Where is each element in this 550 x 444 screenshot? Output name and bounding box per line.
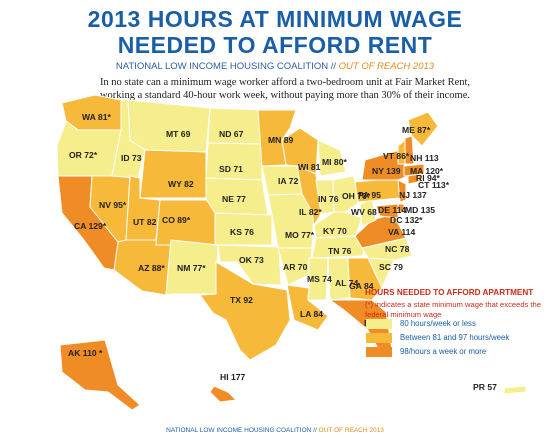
state-mt [127,99,211,153]
state-label-vt: VT 86* [383,151,410,161]
title-line-1: 2013 HOURS AT MINIMUM WAGE [87,6,463,32]
state-label-ca: CA 129* [74,221,107,231]
state-ny [361,149,409,181]
state-label-mt: MT 69 [166,129,191,139]
legend-item-tier2: Between 81 and 97 hours/week [366,333,510,344]
state-label-wv: WV 68 [351,207,377,217]
state-nm [165,239,219,296]
state-label-tn: TN 76 [328,246,352,256]
state-label-ga: GA 84 [349,281,374,291]
state-md [375,203,399,219]
footer: NATIONAL LOW INCOME HOUSING COALITION //… [0,427,550,434]
state-oh [332,175,363,213]
state-label-dc: DC 132* [390,215,423,225]
legend-note: (*) indicates a state minimum wage that … [365,300,542,319]
state-label-nc: NC 78 [385,244,410,254]
state-label-il: IL 82* [299,207,322,217]
state-label-ks: KS 76 [230,227,254,237]
state-tx [199,261,291,361]
state-label-or: OR 72* [69,150,98,160]
state-label-ma: MA 120* [410,166,444,176]
state-label-nv: NV 95* [99,200,127,210]
state-label-ia: IA 72 [278,176,298,186]
state-mi [317,139,347,177]
state-ga [347,257,383,301]
state-label-nh: NH 113 [410,153,439,163]
state-label-pa: PA 95 [358,190,381,200]
state-wy [139,149,207,199]
state-label-tx: TX 92 [230,295,253,305]
state-label-mo: MO 77* [285,230,315,240]
state-label-ct: CT 113* [418,180,450,190]
state-label-md: MD 135 [405,205,435,215]
state-label-me: ME 87* [402,125,431,135]
state-label-ne: NE 77 [222,194,246,204]
state-dc [391,217,397,223]
state-label-ms: MS 74 [307,274,332,284]
state-label-wa: WA 81* [82,112,111,122]
state-label-ok: OK 73 [239,255,264,265]
state-ak [59,339,141,411]
state-label-oh: OH 70* [342,191,371,201]
state-label-wi: WI 81 [298,162,321,172]
legend-swatch [366,319,392,329]
legend-swatch [366,347,392,357]
state-label-nj: NJ 137 [399,190,427,200]
state-label-wy: WY 82 [168,179,194,189]
state-label-sc: SC 79 [379,262,403,272]
state-label-mi: MI 80* [322,157,347,167]
subtitle: NATIONAL LOW INCOME HOUSING COALITION //… [0,61,550,72]
state-label-nm: NM 77* [177,263,206,273]
subtitle-source: OUT OF REACH 2013 [338,61,435,72]
legend-title: HOURS NEEDED TO AFFORD APARTMENT [365,288,534,297]
state-label-la: LA 84 [300,309,323,319]
state-label-in: IN 76 [318,194,339,204]
state-label-id: ID 73 [121,153,142,163]
state-sd [205,142,263,181]
state-nj [397,179,407,203]
state-label-ky: KY 70 [323,226,347,236]
state-label-co: CO 89* [162,215,191,225]
legend-item-tier3: 98/hours a week or more [366,347,487,358]
state-label-az: AZ 88* [138,263,165,273]
state-ma [403,163,425,177]
state-label-al: AL 74 [335,278,358,288]
footer-org: NATIONAL LOW INCOME HOUSING COALITION // [166,427,317,434]
state-label-mn: MN 89 [268,135,294,145]
state-ms [307,257,329,301]
state-label-hi: HI 177 [220,372,246,382]
legend-item-tier1: 80 hours/week or less [366,319,476,330]
state-label-va: VA 114 [388,227,415,237]
legend-swatch [366,333,392,343]
legend-label: 80 hours/week or less [400,319,476,328]
state-me [407,111,439,147]
footer-source: OUT OF REACH 2013 [318,427,384,434]
state-nh [404,135,415,165]
state-label-nd: ND 67 [219,129,244,139]
legend-label: Between 81 and 97 hours/week [400,333,510,342]
state-shapes [56,94,527,411]
state-label-ri: RI 94* [416,173,441,183]
legend-label: 98/hours a week or more [400,347,487,356]
state-label-ar: AR 70 [283,262,308,272]
title-line-2: NEEDED TO AFFORD RENT [117,32,433,58]
state-label-de: DE 114 [378,205,406,215]
state-label-ny: NY 139 [372,166,401,176]
state-ks [214,212,273,246]
state-hi [209,385,238,403]
state-pr [503,385,527,395]
subtitle-org: NATIONAL LOW INCOME HOUSING COALITION // [115,61,337,72]
state-label-ut: UT 82 [133,217,157,227]
intro-text: In no state can a minimum wage worker af… [99,77,471,101]
state-label-pr: PR 57 [473,382,497,392]
state-label-sd: SD 71 [219,164,243,174]
state-label-ak: AK 110 * [68,348,103,358]
